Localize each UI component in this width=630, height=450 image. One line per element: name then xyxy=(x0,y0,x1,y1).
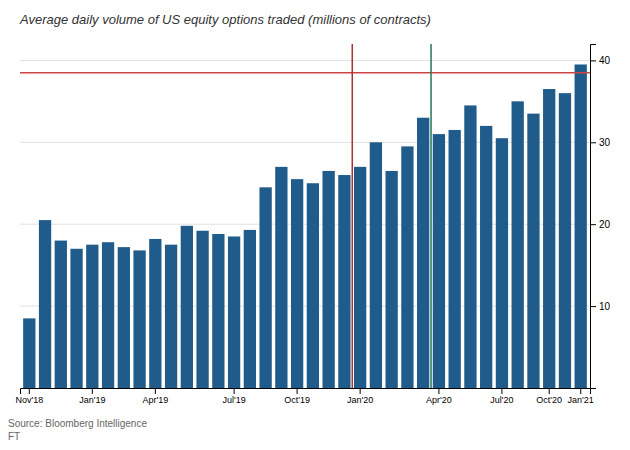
tick-mark xyxy=(590,142,596,143)
bar xyxy=(401,146,413,388)
tick-label: 20 xyxy=(599,219,611,230)
tick-label: Apr'19 xyxy=(142,395,168,405)
bar xyxy=(275,167,287,388)
bar xyxy=(370,142,382,388)
bar xyxy=(496,138,508,388)
tick-label: Oct'20 xyxy=(536,395,562,405)
tick-label: 30 xyxy=(599,137,611,148)
bar xyxy=(338,175,350,388)
tick: Oct'20 xyxy=(536,388,562,405)
tick-label: Apr'20 xyxy=(426,395,452,405)
tick: 10 xyxy=(590,301,611,312)
tick-mark xyxy=(590,60,596,61)
tick: Jan'21 xyxy=(568,388,594,405)
bar xyxy=(70,249,82,388)
reference-line xyxy=(20,72,590,74)
bar xyxy=(244,230,256,388)
bar xyxy=(133,250,145,388)
tick: Jan'19 xyxy=(79,388,105,405)
bar xyxy=(559,93,571,388)
tick-label: 40 xyxy=(599,55,611,66)
annotation: Source: Bloomberg Intelligence FT xyxy=(8,418,147,442)
bar xyxy=(291,179,303,388)
tick-mark xyxy=(29,388,30,394)
tick-label: Jul'19 xyxy=(222,395,245,405)
bar xyxy=(181,226,193,388)
bar xyxy=(118,247,130,388)
tick-label: 10 xyxy=(599,301,611,312)
y-axis: 10 20 30 40 xyxy=(590,45,611,389)
grid-line xyxy=(20,60,590,61)
bar xyxy=(307,183,319,388)
tick: Apr'19 xyxy=(142,388,168,405)
bar xyxy=(228,236,240,388)
tick-label: Jan'19 xyxy=(79,395,105,405)
bar xyxy=(464,105,476,388)
tick-mark xyxy=(360,388,361,394)
bar xyxy=(149,239,161,388)
chart: Nov'18 Jan'19 Apr'19 Jul'19 Oct'19 Jan'20 Apr'… xyxy=(0,0,630,450)
tick-mark xyxy=(501,388,502,394)
title: Average daily volume of US equity option… xyxy=(19,12,431,27)
bar xyxy=(55,241,67,388)
bar xyxy=(480,126,492,388)
tick-label: Oct'19 xyxy=(284,395,310,405)
bar xyxy=(212,234,224,388)
bar xyxy=(23,318,35,388)
bar xyxy=(527,114,539,388)
tick-mark xyxy=(297,388,298,394)
tick-mark xyxy=(549,388,550,394)
tick-mark xyxy=(590,306,596,307)
tick: 40 xyxy=(590,55,611,66)
tick-mark xyxy=(234,388,235,394)
tick-label: Jan'21 xyxy=(568,395,594,405)
axis-line xyxy=(21,389,591,395)
bar xyxy=(322,171,334,388)
plot-area xyxy=(20,44,590,388)
tick-mark xyxy=(92,388,93,394)
annotation-line: Source: Bloomberg Intelligence xyxy=(8,418,147,429)
bar xyxy=(354,167,366,388)
tick-mark xyxy=(438,388,439,394)
tick-label: Nov'18 xyxy=(15,395,43,405)
tick: Nov'18 xyxy=(15,388,43,405)
bar xyxy=(86,245,98,388)
reference-line xyxy=(352,44,354,388)
bar xyxy=(165,245,177,388)
tick: 30 xyxy=(590,137,611,148)
bar xyxy=(39,220,51,388)
tick: Jul'20 xyxy=(490,388,513,405)
bar xyxy=(386,171,398,388)
axis-line xyxy=(591,45,597,389)
bar xyxy=(543,89,555,388)
tick-mark xyxy=(580,388,581,394)
bar xyxy=(512,101,524,388)
tick: Apr'20 xyxy=(426,388,452,405)
tick-label: Jul'20 xyxy=(490,395,513,405)
bar xyxy=(433,134,445,388)
bar xyxy=(575,64,587,388)
x-axis: Nov'18 Jan'19 Apr'19 Jul'19 Oct'19 Jan'20 Apr'… xyxy=(15,388,593,405)
bar xyxy=(417,118,429,388)
bar xyxy=(259,187,271,388)
tick: Oct'19 xyxy=(284,388,310,405)
bar xyxy=(449,130,461,388)
bar xyxy=(196,231,208,388)
tick-label: Jan'20 xyxy=(347,395,373,405)
annotation-line: FT xyxy=(8,431,20,442)
tick: 20 xyxy=(590,219,611,230)
tick-mark xyxy=(155,388,156,394)
reference-line xyxy=(430,44,432,388)
tick-mark xyxy=(590,224,596,225)
bar xyxy=(102,242,114,388)
tick: Jan'20 xyxy=(347,388,373,405)
tick: Jul'19 xyxy=(222,388,245,405)
